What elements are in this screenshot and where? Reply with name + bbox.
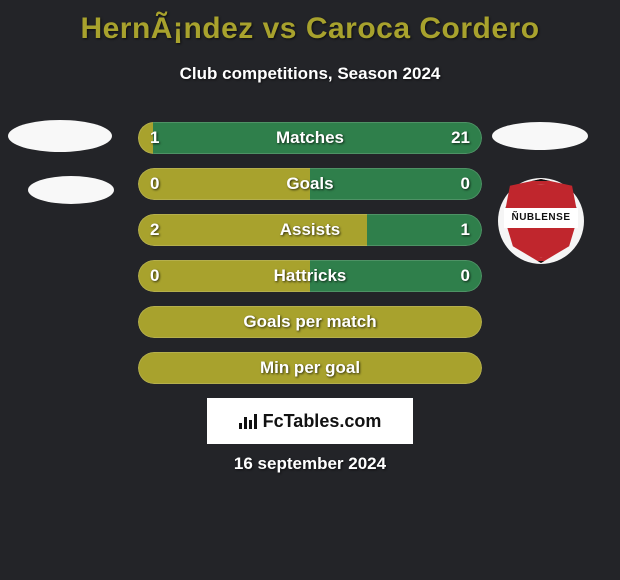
stat-value-left: 1 [150,122,159,154]
stat-value-right: 0 [461,260,470,292]
page-subtitle: Club competitions, Season 2024 [0,64,620,84]
stat-value-right: 21 [451,122,470,154]
stat-value-left: 0 [150,260,159,292]
right-club-blob [492,122,588,150]
date-text: 16 september 2024 [0,454,620,474]
stat-bar: Hattricks0 0 [138,260,482,292]
stat-bar: Goals0 0 [138,168,482,200]
stat-value-right: 0 [461,168,470,200]
stat-bar: Min per goal [138,352,482,384]
brand-text: FcTables.com [263,411,382,432]
brand-badge: FcTables.com [207,398,413,444]
stat-bar-label: Goals [138,168,482,200]
bars-icon [239,414,257,429]
stat-bar: Matches1 21 [138,122,482,154]
right-club-badge: ÑUBLENSE [498,178,584,264]
stat-bar-label: Hattricks [138,260,482,292]
shield-icon: ÑUBLENSE [504,179,578,263]
stat-bar: Goals per match [138,306,482,338]
page-title: HernÃ¡ndez vs Caroca Cordero [0,0,620,46]
stat-bar-label: Goals per match [138,306,482,338]
stat-value-right: 1 [461,214,470,246]
comparison-bars: Matches121Goals00Assists21Hattricks00Goa… [138,122,482,398]
stat-bar-label: Assists [138,214,482,246]
stat-bar: Assists2 1 [138,214,482,246]
stat-value-left: 2 [150,214,159,246]
stat-bar-label: Min per goal [138,352,482,384]
stat-value-left: 0 [150,168,159,200]
shield-stripe-text: ÑUBLENSE [504,208,578,228]
left-club-blob-1 [8,120,112,152]
left-club-blob-2 [28,176,114,204]
stat-bar-label: Matches [138,122,482,154]
